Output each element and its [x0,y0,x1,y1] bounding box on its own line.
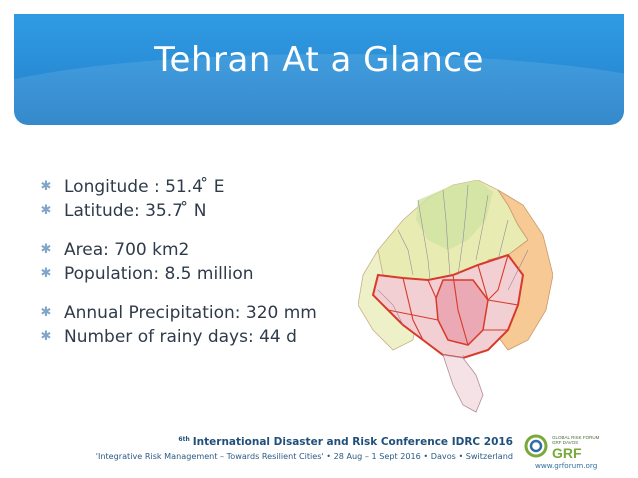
bullet-item: ✱ Latitude: 35.7 ̊ N [38,199,358,223]
asterisk-bullet-icon: ✱ [40,305,52,320]
bullet-item: ✱ Number of rainy days: 44 d [38,325,358,349]
bullet-text: Population: 8.5 million [64,264,254,284]
bullet-text: Number of rainy days: 44 d [64,327,297,347]
grf-url[interactable]: www.grforum.org [535,461,598,470]
grf-logo-subtext-2: GRF DAVOS [552,440,578,445]
bullet-item: ✱ Longitude : 51.4 ̊ E [38,175,358,199]
bullet-text: Area: 700 km2 [64,240,190,260]
bullet-item: ✱ Area: 700 km2 [38,238,358,262]
bullet-item: ✱ Population: 8.5 million [38,262,358,286]
bullet-text: Latitude: 35.7 ̊ N [64,201,207,221]
tehran-map-image [358,180,553,413]
slide-title-text: Tehran At a Glance [154,40,484,80]
grf-logo-text: GRF [552,445,582,461]
conference-name: International Disaster and Risk Conferen… [192,436,513,448]
slide-title: Tehran At a Glance [0,40,638,80]
asterisk-bullet-icon: ✱ [40,242,52,257]
map-south-extension [442,354,484,413]
grf-logo: GLOBAL RISK FORUM GRF DAVOS GRF [524,434,600,461]
title-banner [14,14,624,125]
asterisk-bullet-icon: ✱ [40,179,52,194]
spacer [38,286,358,301]
banner-highlight [14,54,624,125]
spacer [38,223,358,238]
bullet-text: Longitude : 51.4 ̊ E [64,177,225,197]
grf-logo-subtext-1: GLOBAL RISK FORUM [552,435,600,440]
bullet-item: ✱ Annual Precipitation: 320 mm [38,301,358,325]
conference-tagline: 'Integrative Risk Management – Towards R… [95,451,513,461]
grf-logo-ring-outer [524,434,548,458]
asterisk-bullet-icon: ✱ [40,266,52,281]
bullet-list: ✱ Longitude : 51.4 ̊ E ✱ Latitude: 35.7 … [38,175,358,349]
map-north-green [416,180,493,250]
asterisk-bullet-icon: ✱ [40,203,52,218]
grf-logo-ring-inner [529,439,543,453]
conference-ordinal: 6th [178,436,190,443]
conference-title: 6th International Disaster and Risk Confe… [0,436,513,448]
asterisk-bullet-icon: ✱ [40,329,52,344]
map-rivers [377,184,529,401]
bullet-text: Annual Precipitation: 320 mm [64,303,317,323]
